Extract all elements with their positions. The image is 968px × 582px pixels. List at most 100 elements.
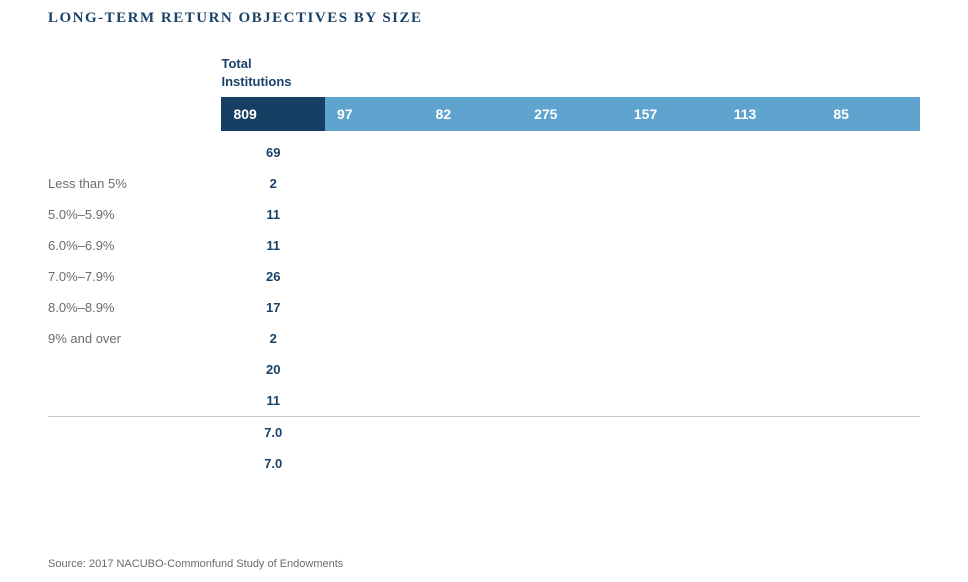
cell — [325, 354, 424, 385]
count-col-1: 97 — [325, 97, 424, 131]
row-label — [48, 131, 221, 168]
cell — [821, 261, 920, 292]
cell — [821, 168, 920, 199]
cell — [325, 417, 424, 448]
cell — [325, 292, 424, 323]
cell: 2 — [221, 168, 325, 199]
cell — [522, 448, 622, 479]
cell — [325, 131, 424, 168]
cell: 17 — [221, 292, 325, 323]
cell — [325, 168, 424, 199]
cell — [821, 292, 920, 323]
cell — [522, 230, 622, 261]
cell — [424, 417, 523, 448]
count-col-2: 82 — [424, 97, 523, 131]
table-row: 69 — [48, 131, 920, 168]
summary-row: 7.0 — [48, 448, 920, 479]
cell — [325, 261, 424, 292]
count-col-5: 113 — [722, 97, 822, 131]
summary-row: 7.0 — [48, 417, 920, 448]
cell — [424, 448, 523, 479]
cell — [325, 448, 424, 479]
cell: 7.0 — [221, 448, 325, 479]
cell — [325, 385, 424, 417]
cell — [722, 230, 822, 261]
cell — [522, 417, 622, 448]
cell — [424, 323, 523, 354]
cell — [424, 354, 523, 385]
table-row: 20 — [48, 354, 920, 385]
cell: 69 — [221, 131, 325, 168]
cell — [622, 261, 722, 292]
cell — [821, 448, 920, 479]
cell — [522, 292, 622, 323]
cell — [722, 417, 822, 448]
total-label-line2: Institutions — [221, 73, 325, 91]
table-row: 8.0%–8.9% 17 — [48, 292, 920, 323]
row-label — [48, 354, 221, 385]
cell — [622, 230, 722, 261]
cell — [622, 168, 722, 199]
row-label — [48, 385, 221, 417]
row-label: 5.0%–5.9% — [48, 199, 221, 230]
row-label: 6.0%–6.9% — [48, 230, 221, 261]
page-title: LONG-TERM RETURN OBJECTIVES BY SIZE — [48, 10, 920, 27]
cell — [821, 131, 920, 168]
header-label-row: Total Institutions — [48, 55, 920, 97]
cell — [722, 261, 822, 292]
cell — [722, 354, 822, 385]
count-col-6: 85 — [821, 97, 920, 131]
count-row: 809 97 82 275 157 113 85 — [48, 97, 920, 131]
cell — [325, 230, 424, 261]
data-table: Total Institutions 809 97 82 275 157 113… — [48, 55, 920, 479]
cell — [622, 323, 722, 354]
row-label: 7.0%–7.9% — [48, 261, 221, 292]
cell: 11 — [221, 385, 325, 417]
cell — [325, 199, 424, 230]
cell — [622, 131, 722, 168]
cell — [522, 131, 622, 168]
table-row: 5.0%–5.9% 11 — [48, 199, 920, 230]
cell: 2 — [221, 323, 325, 354]
cell — [522, 385, 622, 417]
cell — [622, 354, 722, 385]
cell — [622, 448, 722, 479]
cell: 7.0 — [221, 417, 325, 448]
cell — [622, 292, 722, 323]
table-row: 7.0%–7.9% 26 — [48, 261, 920, 292]
cell — [424, 131, 523, 168]
cell — [325, 323, 424, 354]
table-row: 9% and over 2 — [48, 323, 920, 354]
cell — [722, 385, 822, 417]
cell — [722, 448, 822, 479]
cell — [522, 261, 622, 292]
cell: 26 — [221, 261, 325, 292]
table-row: 11 — [48, 385, 920, 417]
row-label: 9% and over — [48, 323, 221, 354]
cell — [424, 168, 523, 199]
cell — [722, 168, 822, 199]
cell: 11 — [221, 230, 325, 261]
cell — [424, 261, 523, 292]
table-row: Less than 5% 2 — [48, 168, 920, 199]
cell: 20 — [221, 354, 325, 385]
cell — [424, 230, 523, 261]
cell — [821, 417, 920, 448]
row-label: Less than 5% — [48, 168, 221, 199]
count-col-3: 275 — [522, 97, 622, 131]
cell — [522, 199, 622, 230]
total-label-line1: Total — [221, 55, 325, 73]
row-label — [48, 417, 221, 448]
count-col-4: 157 — [622, 97, 722, 131]
count-total: 809 — [221, 97, 325, 131]
cell — [821, 230, 920, 261]
cell — [821, 199, 920, 230]
cell — [722, 199, 822, 230]
row-label: 8.0%–8.9% — [48, 292, 221, 323]
cell — [821, 323, 920, 354]
cell — [424, 292, 523, 323]
row-label — [48, 448, 221, 479]
cell — [821, 385, 920, 417]
cell — [722, 292, 822, 323]
cell — [522, 323, 622, 354]
